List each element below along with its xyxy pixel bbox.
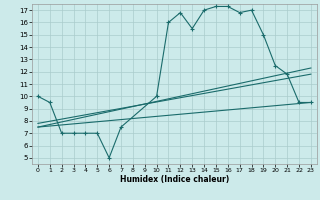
X-axis label: Humidex (Indice chaleur): Humidex (Indice chaleur) [120,175,229,184]
